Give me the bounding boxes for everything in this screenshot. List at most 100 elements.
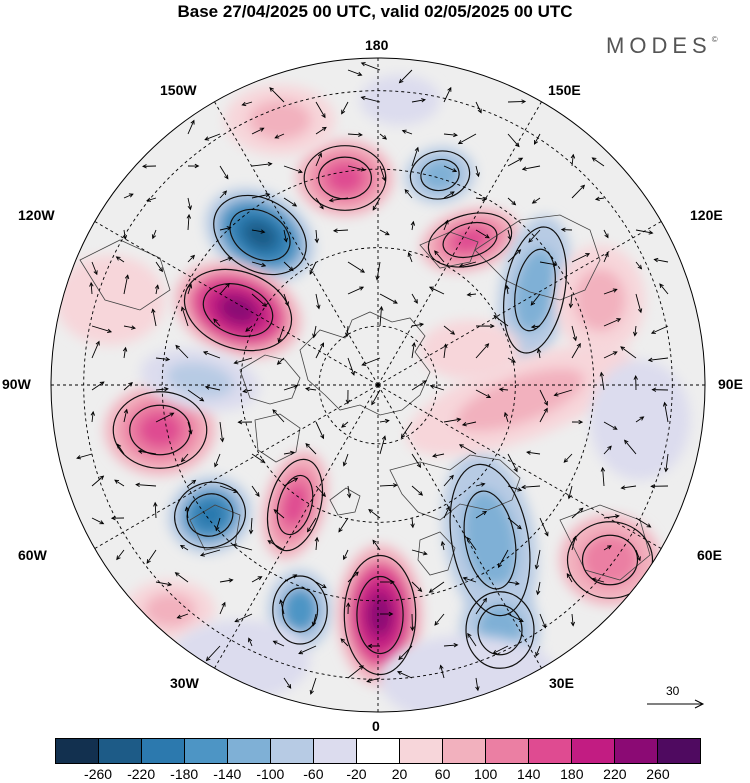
brand-mark: ©	[711, 35, 718, 44]
wind-arrow	[411, 581, 423, 592]
wind-arrow	[507, 453, 518, 473]
wind-arrow	[664, 453, 669, 473]
wind-arrow	[535, 645, 541, 657]
wind-arrow	[507, 249, 522, 263]
arrow-right-icon	[647, 699, 705, 709]
wind-arrow	[123, 408, 129, 423]
wind-arrow	[571, 419, 584, 425]
wind-arrow	[371, 389, 381, 406]
wind-arrow	[269, 87, 285, 103]
polar-map	[50, 57, 706, 713]
wind-arrow	[407, 252, 413, 263]
lon-label-60e: 60E	[697, 547, 722, 563]
wind-arrow	[531, 197, 541, 204]
wind-arrow	[568, 293, 574, 309]
wind-arrow	[153, 501, 158, 519]
wind-arrow	[180, 306, 189, 327]
wind-arrow	[251, 261, 267, 268]
wind-arrow	[530, 324, 541, 329]
wind-arrow	[624, 439, 637, 455]
wind-arrow	[633, 375, 638, 391]
wind-arrow	[116, 443, 125, 455]
wind-arrow	[155, 581, 173, 587]
wind-arrow	[410, 613, 415, 632]
streamline	[229, 208, 291, 262]
wind-arrow	[521, 165, 541, 171]
wind-arrow	[571, 253, 591, 263]
streamline	[213, 194, 307, 276]
wind-arrow	[571, 184, 586, 199]
wind-arrow	[432, 453, 445, 458]
wind-arrow	[443, 191, 455, 199]
wind-arrow	[380, 579, 395, 585]
wind-arrow	[187, 421, 193, 435]
wind-arrow	[570, 613, 576, 627]
anomaly-blob	[590, 360, 690, 480]
colorbar-tick-label: -20	[346, 766, 367, 782]
wind-arrow	[462, 576, 477, 583]
lon-label-90w: 90W	[2, 376, 31, 392]
wind-arrow	[245, 325, 253, 332]
colorbar	[55, 738, 701, 764]
wind-arrow	[603, 252, 609, 263]
colorbar-tick-label: 260	[646, 766, 670, 782]
wind-arrow	[315, 485, 326, 498]
wind-arrow	[475, 323, 495, 329]
wind-arrow	[283, 450, 295, 456]
wind-arrow	[475, 389, 492, 398]
streamline	[449, 463, 531, 617]
wind-arrow	[379, 435, 387, 455]
streamline	[514, 248, 556, 332]
wind-arrow	[379, 165, 386, 182]
wind-arrow	[475, 482, 486, 487]
wind-arrow	[633, 325, 638, 337]
wind-arrow	[251, 192, 271, 199]
wind-arrow	[411, 549, 428, 556]
wind-arrow	[560, 227, 573, 232]
wind-arrow	[202, 351, 221, 359]
map-border	[50, 57, 706, 713]
colorbar-swatch	[357, 739, 400, 763]
wind-arrow	[114, 479, 125, 487]
latitude-circle	[318, 325, 438, 445]
wind-arrow	[219, 165, 229, 180]
wind-arrow	[635, 549, 641, 562]
wind-arrow	[475, 196, 487, 202]
wind-arrow	[347, 165, 366, 172]
wind-arrow	[283, 165, 303, 174]
anomaly-field	[55, 75, 690, 712]
wind-arrow	[248, 637, 253, 647]
wind-arrow	[283, 229, 288, 243]
wind-arrow	[315, 581, 327, 589]
wind-arrow	[312, 325, 317, 339]
anomaly-blob	[405, 146, 475, 204]
anomaly-blob	[560, 515, 660, 605]
wind-arrow	[251, 161, 273, 167]
wind-arrow	[493, 315, 509, 327]
wind-arrow	[411, 322, 425, 327]
wind-arrow	[307, 517, 317, 533]
wind-arrow	[204, 385, 221, 391]
wind-arrow	[571, 535, 577, 551]
wind-arrow	[457, 133, 477, 145]
wind-arrow	[137, 449, 157, 455]
lon-label-0: 0	[372, 718, 380, 734]
wind-arrow	[315, 101, 326, 119]
wind-arrow	[314, 536, 320, 551]
wind-arrow	[571, 325, 578, 342]
wind-arrow	[466, 536, 477, 551]
colorbar-swatch	[185, 739, 228, 763]
anomaly-blob	[225, 85, 335, 155]
streamline	[409, 150, 471, 200]
wind-arrow	[219, 578, 234, 583]
wind-arrow	[347, 571, 359, 583]
wind-arrow	[234, 613, 253, 623]
streamline	[566, 521, 654, 599]
wind-arrow	[340, 638, 349, 647]
wind-arrow	[372, 539, 381, 551]
wind-arrow	[411, 453, 422, 469]
colorbar-swatch	[99, 739, 142, 763]
wind-arrow	[123, 193, 134, 199]
wind-arrow	[411, 146, 419, 167]
wind-arrow	[443, 643, 459, 648]
